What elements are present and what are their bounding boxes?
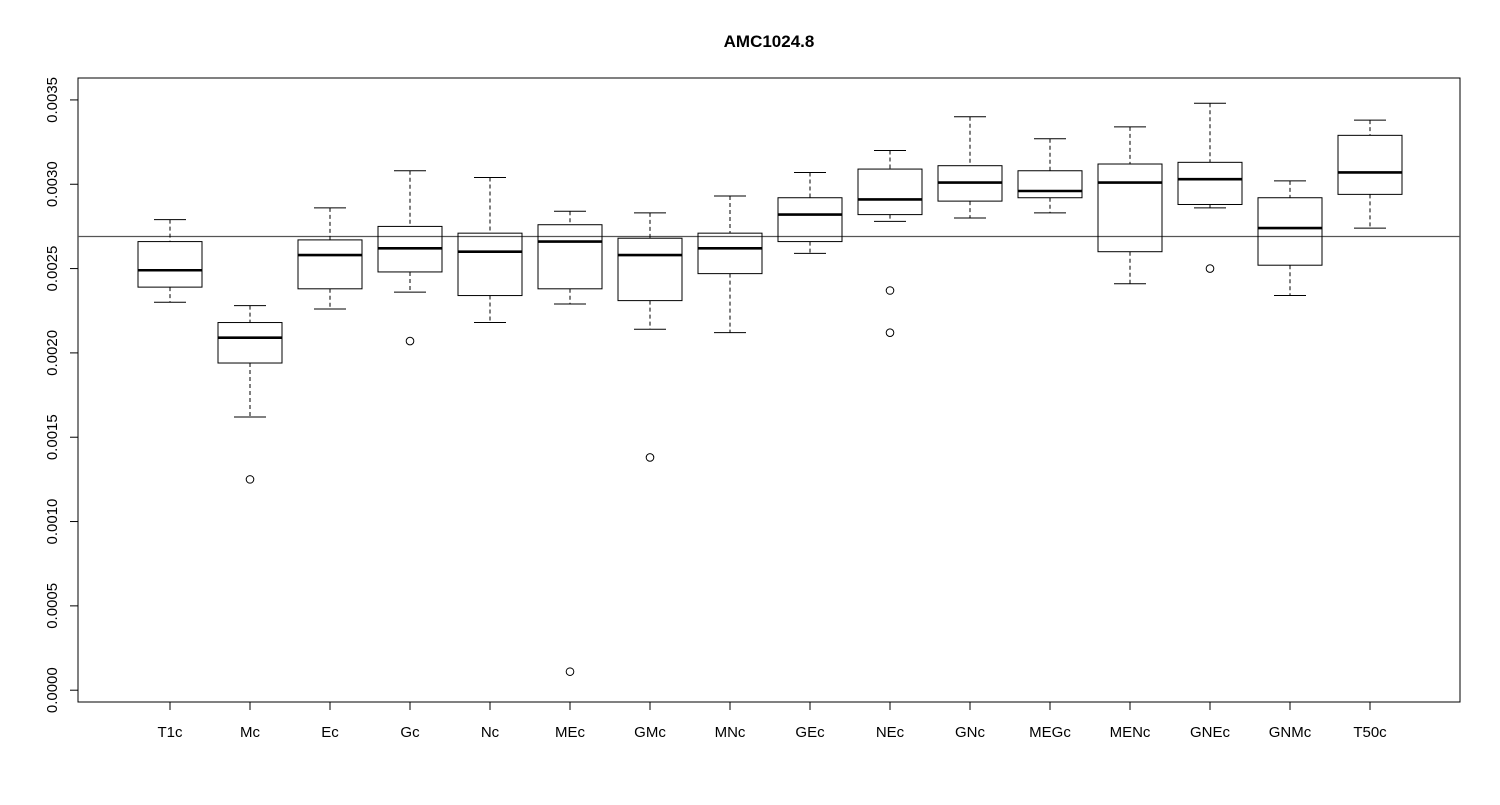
plot-frame	[77, 77, 1461, 703]
chart-title: AMC1024.8	[724, 32, 815, 51]
box	[457, 232, 523, 297]
box	[217, 322, 283, 364]
box	[1177, 161, 1243, 205]
outlier-point	[245, 475, 255, 484]
box	[1097, 163, 1163, 253]
x-tick-label: Mc	[240, 724, 260, 741]
box	[1337, 134, 1403, 195]
box	[137, 241, 203, 288]
x-tick-label: T50c	[1353, 724, 1387, 741]
outlier-point	[565, 667, 575, 676]
outlier-point	[1205, 264, 1215, 273]
box	[1017, 170, 1083, 199]
y-tick-label: 0.0010	[44, 499, 61, 545]
x-tick-label: Nc	[481, 724, 500, 741]
x-tick-label: NEc	[876, 724, 905, 741]
box	[777, 197, 843, 243]
x-tick-label: GNEc	[1190, 724, 1231, 741]
x-tick-label: GMc	[634, 724, 666, 741]
x-tick-label: MEc	[555, 724, 586, 741]
x-tick-label: GNMc	[1269, 724, 1312, 741]
box	[537, 224, 603, 290]
y-tick-label: 0.0000	[44, 667, 61, 713]
y-tick-label: 0.0030	[44, 161, 61, 207]
outlier-point	[885, 328, 895, 337]
x-tick-label: MENc	[1110, 724, 1151, 741]
box	[617, 237, 683, 302]
x-tick-label: MNc	[715, 724, 746, 741]
x-tick-label: Gc	[400, 724, 420, 741]
y-tick-label: 0.0015	[44, 414, 61, 460]
x-tick-label: MEGc	[1029, 724, 1071, 741]
box	[1257, 197, 1323, 266]
x-tick-label: Ec	[321, 724, 339, 741]
y-tick-label: 0.0035	[44, 77, 61, 123]
y-tick-label: 0.0025	[44, 246, 61, 292]
box	[857, 168, 923, 216]
outlier-point	[645, 453, 655, 462]
plot-area: 0.0000 0.0005 0.0010 0.0015 0.0020 0.0025 0.00…	[44, 77, 1461, 741]
x-tick-label: GNc	[955, 724, 986, 741]
x-tick-label: GEc	[795, 724, 825, 741]
box	[297, 239, 363, 290]
x-tick-label: T1c	[157, 724, 183, 741]
outlier-point	[885, 286, 895, 295]
outlier-point	[405, 336, 415, 346]
y-tick-label: 0.0020	[44, 330, 61, 376]
y-tick-label: 0.0005	[44, 583, 61, 629]
box	[697, 232, 763, 275]
